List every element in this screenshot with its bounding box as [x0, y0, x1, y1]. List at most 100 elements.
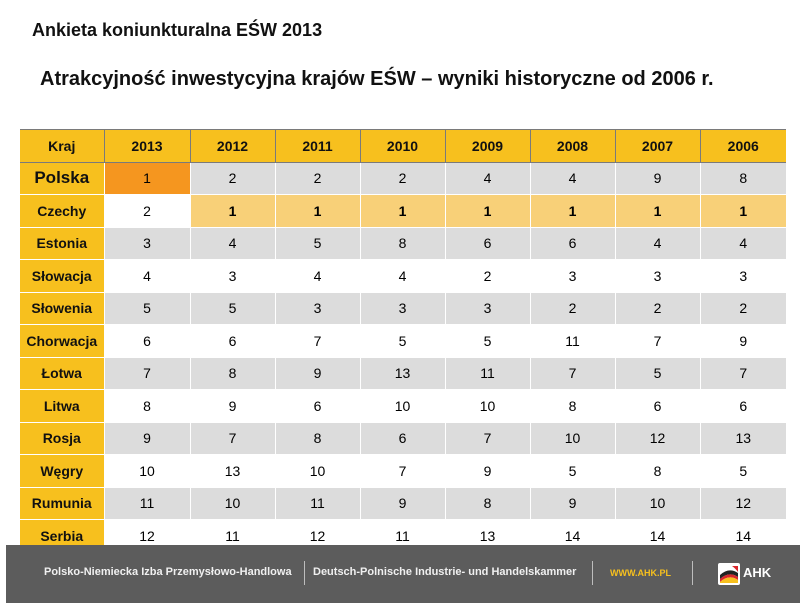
rank-cell: 4	[444, 162, 530, 195]
rank-cell: 10	[189, 487, 275, 520]
rank-cell: 7	[529, 357, 615, 390]
table-header-row: Kraj 2013 2012 2011 2010 2009 2008 2007 …	[20, 129, 786, 163]
ranking-table: Kraj 2013 2012 2011 2010 2009 2008 2007 …	[20, 129, 786, 553]
rank-cell: 8	[189, 357, 275, 390]
header-cell-country: Kraj	[20, 129, 104, 163]
rank-cell: 5	[189, 292, 275, 325]
country-cell: Rosja	[20, 422, 104, 455]
rank-cell: 7	[103, 357, 190, 390]
rank-cell: 6	[103, 324, 190, 358]
table-row: Chorwacja 6 6 7 5 5 11 7 9	[20, 324, 786, 358]
rank-cell: 2	[529, 292, 615, 325]
header-cell-year: 2008	[529, 129, 615, 163]
rank-cell: 4	[359, 259, 445, 293]
rank-cell: 5	[444, 324, 530, 358]
rank-cell: 9	[274, 357, 360, 390]
rank-cell: 7	[699, 357, 786, 390]
rank-cell: 7	[444, 422, 530, 455]
rank-cell: 1	[359, 194, 445, 228]
rank-cell: 2	[189, 162, 275, 195]
header-cell-year: 2009	[444, 129, 530, 163]
rank-cell: 6	[614, 389, 700, 423]
rank-cell: 10	[103, 454, 190, 488]
rank-cell: 10	[614, 487, 700, 520]
rank-cell: 5	[529, 454, 615, 488]
rank-cell: 8	[103, 389, 190, 423]
rank-cell: 4	[529, 162, 615, 195]
rank-cell: 2	[614, 292, 700, 325]
table-row: Słowacja 4 3 4 4 2 3 3 3	[20, 259, 786, 293]
rank-cell: 5	[274, 227, 360, 260]
country-cell: Czechy	[20, 194, 104, 228]
table-row: Czechy 2 1 1 1 1 1 1 1	[20, 194, 786, 228]
rank-cell: 13	[359, 357, 445, 390]
header-cell-year: 2011	[274, 129, 360, 163]
ahk-logo-text: AHK	[743, 565, 772, 580]
header-title: Ankieta koniunkturalna EŚW 2013	[32, 20, 323, 40]
country-cell: Słowacja	[20, 259, 104, 293]
country-cell: Polska	[20, 162, 104, 195]
header-cell-year: 2013	[103, 129, 190, 163]
rank-cell: 9	[699, 324, 786, 358]
rank-cell: 11	[529, 324, 615, 358]
rank-cell: 5	[614, 357, 700, 390]
rank-cell: 1	[103, 162, 190, 195]
header-cell-year: 2012	[189, 129, 275, 163]
rank-cell: 5	[699, 454, 786, 488]
country-cell: Słowenia	[20, 292, 104, 325]
rank-cell: 1	[189, 194, 275, 228]
rank-cell: 6	[699, 389, 786, 423]
rank-cell: 1	[274, 194, 360, 228]
country-cell: Rumunia	[20, 487, 104, 520]
rank-cell: 6	[189, 324, 275, 358]
rank-cell: 6	[529, 227, 615, 260]
footer-url-link[interactable]: WWW.AHK.PL	[610, 568, 671, 578]
rank-cell: 10	[529, 422, 615, 455]
rank-cell: 12	[699, 487, 786, 520]
rank-cell: 3	[529, 259, 615, 293]
rank-cell: 2	[699, 292, 786, 325]
table-row: Łotwa 7 8 9 13 11 7 5 7	[20, 357, 786, 390]
footer-divider	[304, 561, 305, 585]
rank-cell: 11	[103, 487, 190, 520]
rank-cell: 8	[529, 389, 615, 423]
rank-cell: 1	[444, 194, 530, 228]
rank-cell: 9	[529, 487, 615, 520]
rank-cell: 9	[103, 422, 190, 455]
rank-cell: 2	[274, 162, 360, 195]
rank-cell: 6	[444, 227, 530, 260]
table-row: Rosja 9 7 8 6 7 10 12 13	[20, 422, 786, 455]
header-cell-year: 2010	[359, 129, 445, 163]
rank-cell: 11	[444, 357, 530, 390]
rank-cell: 13	[189, 454, 275, 488]
rank-cell: 2	[444, 259, 530, 293]
rank-cell: 7	[359, 454, 445, 488]
rank-cell: 9	[189, 389, 275, 423]
ahk-logo: AHK	[718, 561, 774, 587]
rank-cell: 3	[359, 292, 445, 325]
table-row: Słowenia 5 5 3 3 3 2 2 2	[20, 292, 786, 325]
rank-cell: 4	[274, 259, 360, 293]
footer-divider	[692, 561, 693, 585]
country-cell: Litwa	[20, 389, 104, 423]
rank-cell: 10	[274, 454, 360, 488]
table-row: Estonia 3 4 5 8 6 6 4 4	[20, 227, 786, 260]
rank-cell: 10	[444, 389, 530, 423]
rank-cell: 11	[274, 487, 360, 520]
rank-cell: 12	[614, 422, 700, 455]
rank-cell: 13	[699, 422, 786, 455]
rank-cell: 6	[274, 389, 360, 423]
rank-cell: 7	[274, 324, 360, 358]
rank-cell: 4	[189, 227, 275, 260]
rank-cell: 9	[359, 487, 445, 520]
sub-title: Atrakcyjność inwestycyjna krajów EŚW – w…	[40, 68, 714, 90]
country-cell: Węgry	[20, 454, 104, 488]
header-cell-year: 2007	[614, 129, 700, 163]
rank-cell: 1	[614, 194, 700, 228]
rank-cell: 5	[103, 292, 190, 325]
country-cell: Chorwacja	[20, 324, 104, 358]
country-cell: Estonia	[20, 227, 104, 260]
rank-cell: 3	[444, 292, 530, 325]
rank-cell: 1	[699, 194, 786, 228]
rank-cell: 2	[359, 162, 445, 195]
